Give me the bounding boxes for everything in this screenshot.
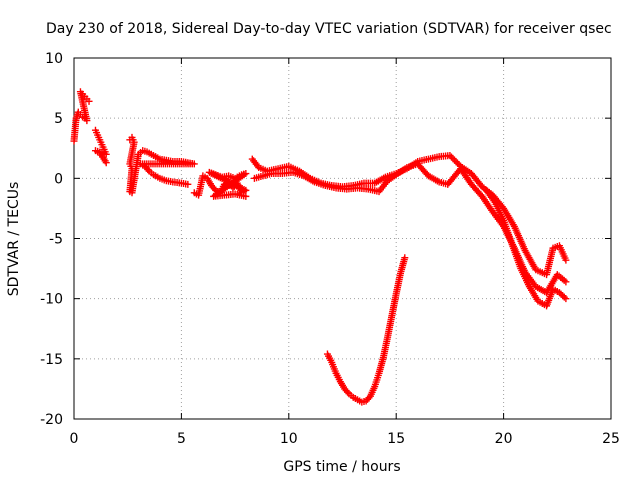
data-point	[344, 388, 352, 396]
data-point	[102, 159, 110, 167]
data-point	[451, 156, 459, 164]
data-point	[447, 153, 455, 161]
series-cluster-3h	[126, 133, 198, 197]
series-cluster-early	[70, 88, 93, 145]
y-axis-label: SDTVAR / TECUs	[6, 182, 22, 297]
x-tick-label: 25	[602, 431, 620, 447]
data-point	[85, 97, 93, 105]
series-trace-middle	[250, 160, 570, 297]
y-tick-label: 5	[54, 111, 63, 127]
x-axis-label: GPS time / hours	[283, 459, 400, 475]
y-tick-label: 10	[45, 51, 63, 67]
data-point	[560, 293, 568, 301]
data-marks	[70, 88, 570, 406]
data-point	[454, 159, 462, 167]
data-point	[446, 151, 454, 159]
y-tick-label: -10	[40, 292, 63, 308]
data-point	[401, 254, 409, 262]
y-tick-label: -5	[49, 232, 63, 248]
x-tick-label: 10	[280, 431, 298, 447]
x-tick-label: 0	[70, 431, 79, 447]
x-tick-label: 15	[387, 431, 405, 447]
data-point	[144, 166, 152, 174]
x-tick-label: 5	[177, 431, 186, 447]
data-point	[242, 192, 250, 200]
y-tick-label: 0	[54, 171, 63, 187]
grid	[74, 58, 611, 419]
y-tick-label: -15	[40, 352, 63, 368]
y-tick-label: -20	[40, 412, 63, 428]
data-point	[562, 278, 570, 286]
series-trace-lower	[482, 186, 570, 310]
data-point	[184, 180, 192, 188]
data-point	[562, 256, 570, 264]
data-point	[452, 158, 460, 166]
data-point	[562, 295, 570, 303]
series-cluster-6-8h	[190, 168, 250, 200]
data-point	[449, 155, 457, 163]
data-point	[210, 185, 218, 193]
series-cluster-1h	[91, 126, 110, 167]
series-dip-curve	[323, 254, 409, 406]
axis-ticks: 0 5 10 15 20 25 -20 -15 -10 -5 0 5 10	[40, 51, 620, 447]
chart-title: Day 230 of 2018, Sidereal Day-to-day VTE…	[46, 21, 612, 37]
data-point	[365, 394, 373, 402]
x-tick-label: 20	[495, 431, 513, 447]
